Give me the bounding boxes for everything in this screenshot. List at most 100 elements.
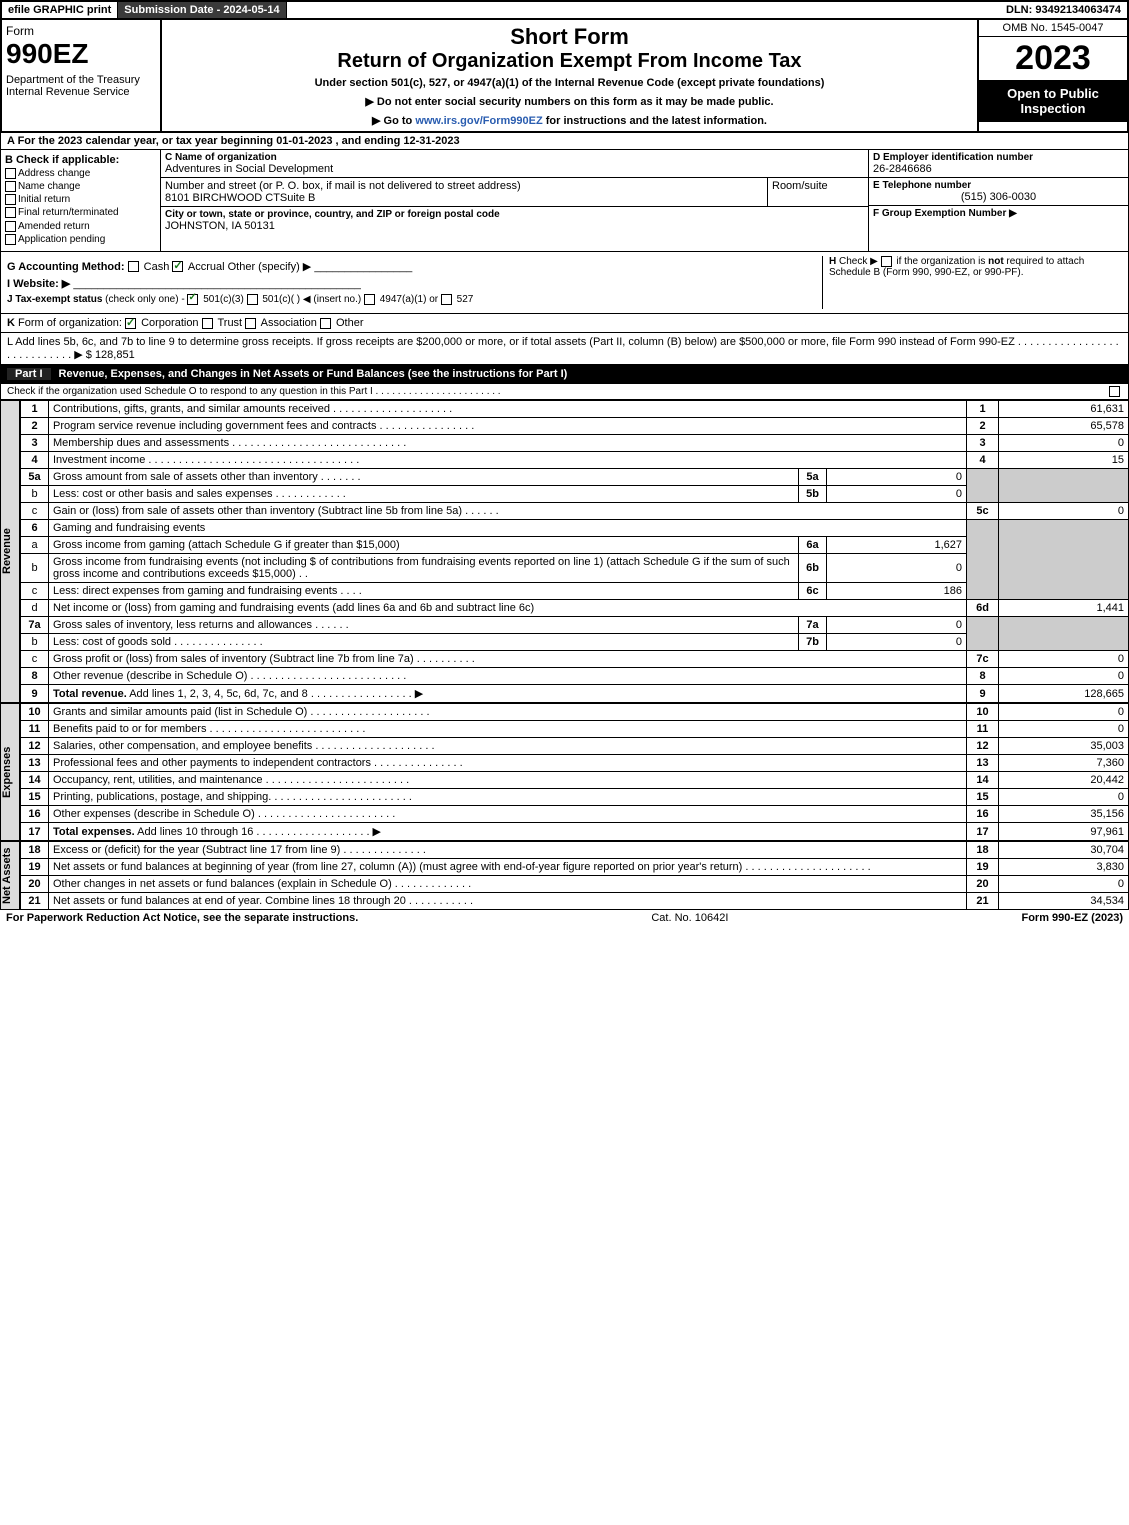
header-right: OMB No. 1545-0047 2023 Open to Public In… — [977, 20, 1127, 131]
line-11-val: 0 — [999, 721, 1129, 738]
row-i: I Website: ▶ ___________________________… — [7, 277, 822, 290]
chk-corp[interactable] — [125, 318, 136, 329]
line-15-desc: Printing, publications, postage, and shi… — [49, 789, 967, 806]
row-ghij: G Accounting Method: Cash Accrual Other … — [0, 252, 1129, 314]
box-b-label: B Check if applicable: — [5, 154, 156, 166]
footer-left: For Paperwork Reduction Act Notice, see … — [6, 912, 358, 924]
form-label: Form — [6, 24, 156, 38]
line-17-desc: Total expenses. Add lines 10 through 16 … — [49, 823, 967, 841]
chk-accrual[interactable] — [172, 261, 183, 272]
group-exemption-label: F Group Exemption Number ▶ — [873, 208, 1124, 219]
chk-pending[interactable]: Application pending — [5, 234, 156, 245]
line-6d-desc: Net income or (loss) from gaming and fun… — [49, 600, 967, 617]
title-return: Return of Organization Exempt From Incom… — [166, 50, 973, 73]
chk-initial-return[interactable]: Initial return — [5, 194, 156, 205]
revenue-table: 1Contributions, gifts, grants, and simil… — [20, 400, 1129, 703]
line-6-desc: Gaming and fundraising events — [49, 520, 967, 537]
line-8-val: 0 — [999, 668, 1129, 685]
page-footer: For Paperwork Reduction Act Notice, see … — [0, 910, 1129, 926]
footer-right: Form 990-EZ (2023) — [1021, 912, 1123, 924]
subtitle: Under section 501(c), 527, or 4947(a)(1)… — [166, 77, 973, 89]
line-19-desc: Net assets or fund balances at beginning… — [49, 859, 967, 876]
line-20-val: 0 — [999, 876, 1129, 893]
chk-4947[interactable] — [364, 294, 375, 305]
part-1-tag: Part I — [7, 368, 51, 380]
irs-link[interactable]: www.irs.gov/Form990EZ — [415, 115, 542, 127]
note-link: ▶ Go to www.irs.gov/Form990EZ for instru… — [166, 114, 973, 127]
box-de: D Employer identification number 26-2846… — [868, 150, 1128, 251]
submission-date: Submission Date - 2024-05-14 — [118, 2, 286, 18]
chk-527[interactable] — [441, 294, 452, 305]
info-grid: B Check if applicable: Address change Na… — [0, 150, 1129, 252]
line-5a-in: 0 — [827, 469, 967, 486]
ein-label: D Employer identification number — [873, 152, 1124, 163]
line-21-desc: Net assets or fund balances at end of ye… — [49, 893, 967, 910]
line-10-val: 0 — [999, 704, 1129, 721]
line-10-desc: Grants and similar amounts paid (list in… — [49, 704, 967, 721]
line-17-val: 97,961 — [999, 823, 1129, 841]
chk-address-change[interactable]: Address change — [5, 168, 156, 179]
chk-501c[interactable] — [247, 294, 258, 305]
expenses-side-label: Expenses — [0, 703, 20, 841]
chk-other-org[interactable] — [320, 318, 331, 329]
header-left: Form 990EZ Department of the Treasury In… — [2, 20, 162, 131]
org-name-label: C Name of organization — [165, 152, 864, 163]
line-3-desc: Membership dues and assessments . . . . … — [49, 435, 967, 452]
line-6d-val: 1,441 — [999, 600, 1129, 617]
line-5b-in: 0 — [827, 486, 967, 503]
phone-label: E Telephone number — [873, 180, 1124, 191]
line-1-desc: Contributions, gifts, grants, and simila… — [49, 401, 967, 418]
part-1-header: Part I Revenue, Expenses, and Changes in… — [0, 365, 1129, 384]
row-h: H Check ▶ if the organization is not req… — [822, 256, 1122, 309]
line-2-desc: Program service revenue including govern… — [49, 418, 967, 435]
chk-schedule-b[interactable] — [881, 256, 892, 267]
line-6a-desc: Gross income from gaming (attach Schedul… — [49, 537, 799, 554]
line-9-val: 128,665 — [999, 685, 1129, 703]
line-4-val: 15 — [999, 452, 1129, 469]
omb-number: OMB No. 1545-0047 — [979, 20, 1127, 37]
part-1-sub: Check if the organization used Schedule … — [0, 384, 1129, 400]
box-c: C Name of organization Adventures in Soc… — [161, 150, 868, 251]
line-6c-in: 186 — [827, 583, 967, 600]
line-14-val: 20,442 — [999, 772, 1129, 789]
line-18-val: 30,704 — [999, 842, 1129, 859]
line-7b-desc: Less: cost of goods sold . . . . . . . .… — [49, 634, 799, 651]
line-6b-desc: Gross income from fundraising events (no… — [49, 554, 799, 583]
line-5c-val: 0 — [999, 503, 1129, 520]
line-4-desc: Investment income . . . . . . . . . . . … — [49, 452, 967, 469]
chk-amended[interactable]: Amended return — [5, 221, 156, 232]
line-19-val: 3,830 — [999, 859, 1129, 876]
line-13-val: 7,360 — [999, 755, 1129, 772]
line-14-desc: Occupancy, rent, utilities, and maintena… — [49, 772, 967, 789]
chk-501c3[interactable] — [187, 294, 198, 305]
row-a-taxyear: A For the 2023 calendar year, or tax yea… — [0, 133, 1129, 150]
addr-label: Number and street (or P. O. box, if mail… — [165, 180, 763, 192]
chk-final-return[interactable]: Final return/terminated — [5, 207, 156, 218]
form-header: Form 990EZ Department of the Treasury In… — [0, 20, 1129, 133]
row-l: L Add lines 5b, 6c, and 7b to line 9 to … — [0, 333, 1129, 365]
row-k: K Form of organization: Corporation Trus… — [0, 314, 1129, 333]
ein: 26-2846686 — [873, 163, 1124, 175]
line-21-val: 34,534 — [999, 893, 1129, 910]
line-6c-desc: Less: direct expenses from gaming and fu… — [49, 583, 799, 600]
dln: DLN: 93492134063474 — [1000, 2, 1127, 18]
netassets-side-label: Net Assets — [0, 841, 20, 910]
revenue-side-label: Revenue — [0, 400, 20, 703]
top-bar: efile GRAPHIC print Submission Date - 20… — [0, 0, 1129, 20]
open-public: Open to Public Inspection — [979, 80, 1127, 122]
room-label: Room/suite — [772, 180, 864, 192]
line-7b-in: 0 — [827, 634, 967, 651]
note-ssn: ▶ Do not enter social security numbers o… — [166, 95, 973, 108]
netassets-table: 18Excess or (deficit) for the year (Subt… — [20, 841, 1129, 910]
chk-assoc[interactable] — [245, 318, 256, 329]
org-address: 8101 BIRCHWOOD CTSuite B — [165, 192, 763, 204]
chk-schedule-o[interactable] — [1109, 386, 1120, 397]
chk-trust[interactable] — [202, 318, 213, 329]
line-2-val: 65,578 — [999, 418, 1129, 435]
line-3-val: 0 — [999, 435, 1129, 452]
city-label: City or town, state or province, country… — [165, 209, 864, 220]
efile-label[interactable]: efile GRAPHIC print — [2, 2, 118, 18]
chk-cash[interactable] — [128, 261, 139, 272]
chk-name-change[interactable]: Name change — [5, 181, 156, 192]
line-5c-desc: Gain or (loss) from sale of assets other… — [49, 503, 967, 520]
